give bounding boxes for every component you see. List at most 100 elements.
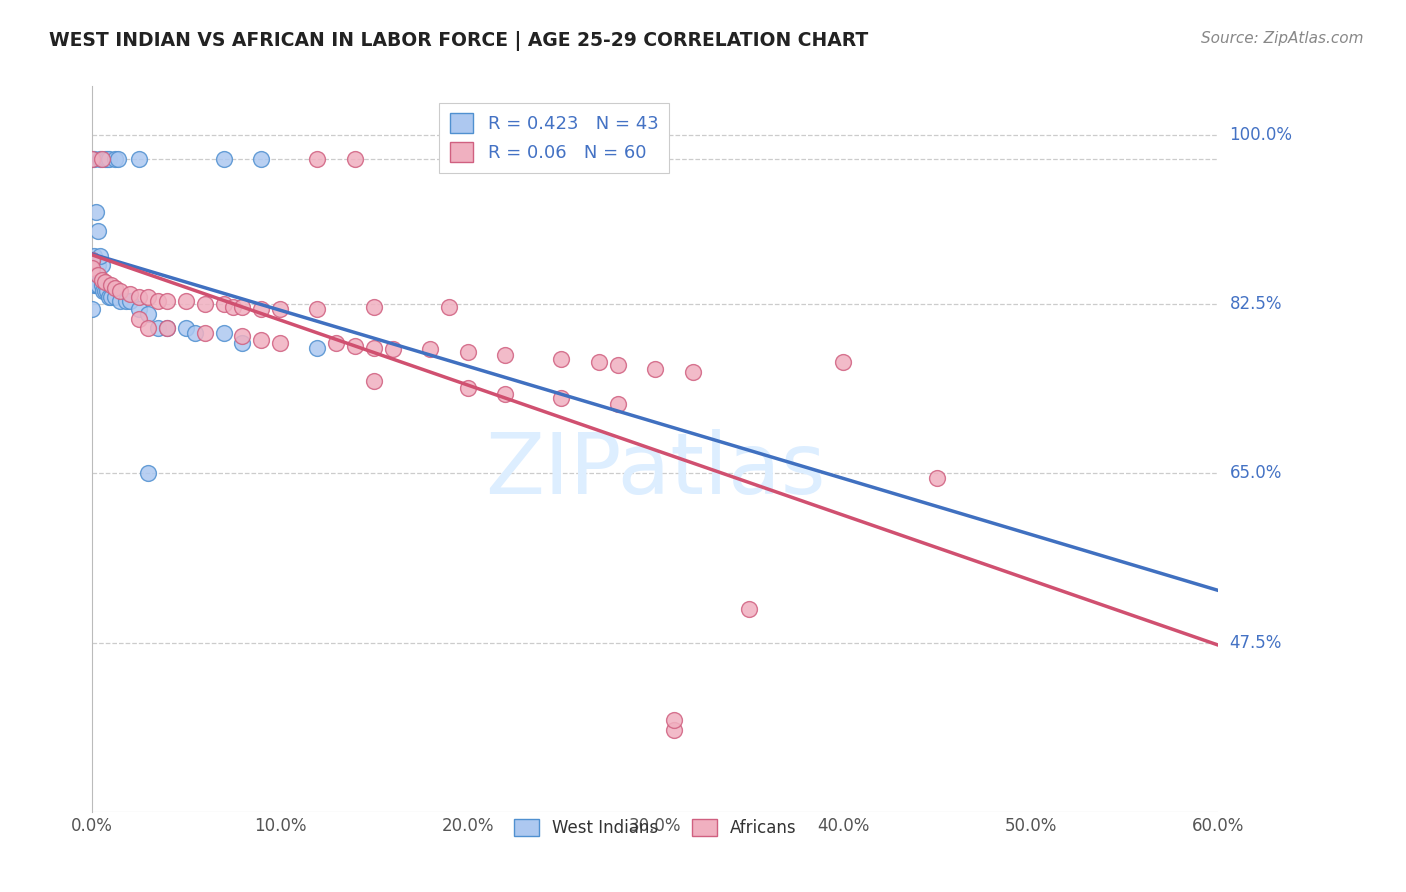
Point [104,290,127,304]
Text: 100.0%: 100.0% [1230,126,1292,144]
Text: 82.5%: 82.5% [1230,295,1282,313]
Point [307,152,329,166]
Point [494,387,516,401]
Point [419,343,441,357]
Point [662,723,685,737]
Point [100,290,122,304]
Point [363,341,385,355]
Point [82,268,104,282]
Point [128,290,150,304]
Point [644,361,666,376]
Point [118,287,141,301]
Point [94,152,117,166]
Point [457,381,479,395]
Point [269,335,291,350]
Point [231,300,253,314]
Point [83,277,105,292]
Point [107,152,129,166]
Point [138,307,160,321]
Point [128,152,150,166]
Point [682,365,704,379]
Point [343,152,366,166]
Point [90,273,112,287]
Point [381,343,404,357]
Text: WEST INDIAN VS AFRICAN IN LABOR FORCE | AGE 25-29 CORRELATION CHART: WEST INDIAN VS AFRICAN IN LABOR FORCE | … [49,31,869,51]
Point [118,294,141,309]
Point [138,321,160,335]
Point [194,326,217,340]
Point [588,355,610,369]
Point [174,294,197,309]
Point [194,297,217,311]
Point [606,152,628,166]
Point [89,152,111,166]
Point [363,375,385,389]
Point [84,277,107,292]
Point [606,358,628,372]
Point [457,345,479,359]
Point [89,249,111,263]
Point [82,253,104,268]
Point [110,285,132,299]
Text: 47.5%: 47.5% [1230,633,1282,651]
Text: ZIPatlas: ZIPatlas [485,429,825,512]
Point [146,321,169,335]
Point [231,335,253,350]
Point [87,277,110,292]
Point [250,333,273,347]
Point [93,285,115,299]
Point [104,280,127,294]
Point [343,338,366,352]
Point [212,326,235,340]
Point [832,355,855,369]
Point [138,467,160,481]
Point [156,321,179,335]
Point [90,258,112,272]
Point [606,397,628,411]
Point [307,341,329,355]
Point [212,297,235,311]
Point [94,285,117,299]
Point [307,301,329,316]
Point [87,268,110,282]
Point [82,263,104,277]
Point [925,471,948,485]
Point [115,294,138,309]
Point [363,300,385,314]
Point [90,277,112,292]
Point [437,300,460,314]
Point [98,152,121,166]
Point [250,301,273,316]
Point [231,329,253,343]
Point [550,352,572,367]
Point [269,301,291,316]
Point [128,301,150,316]
Point [250,152,273,166]
Point [212,152,235,166]
Point [94,275,117,289]
Point [82,253,104,268]
Point [550,391,572,405]
Point [83,249,105,263]
Point [222,300,245,314]
Point [128,311,150,326]
Point [325,335,347,350]
Point [82,261,104,276]
Point [87,258,110,272]
Point [82,152,104,166]
Point [96,152,118,166]
Point [100,277,122,292]
Legend: West Indians, Africans: West Indians, Africans [508,812,803,844]
Point [156,321,179,335]
Point [87,224,110,238]
Text: Source: ZipAtlas.com: Source: ZipAtlas.com [1201,31,1364,46]
Point [184,326,207,340]
Point [82,301,104,316]
Point [146,294,169,309]
Point [738,601,761,615]
Point [96,285,118,299]
Point [110,294,132,309]
Point [662,713,685,727]
Point [98,290,121,304]
Point [174,321,197,335]
